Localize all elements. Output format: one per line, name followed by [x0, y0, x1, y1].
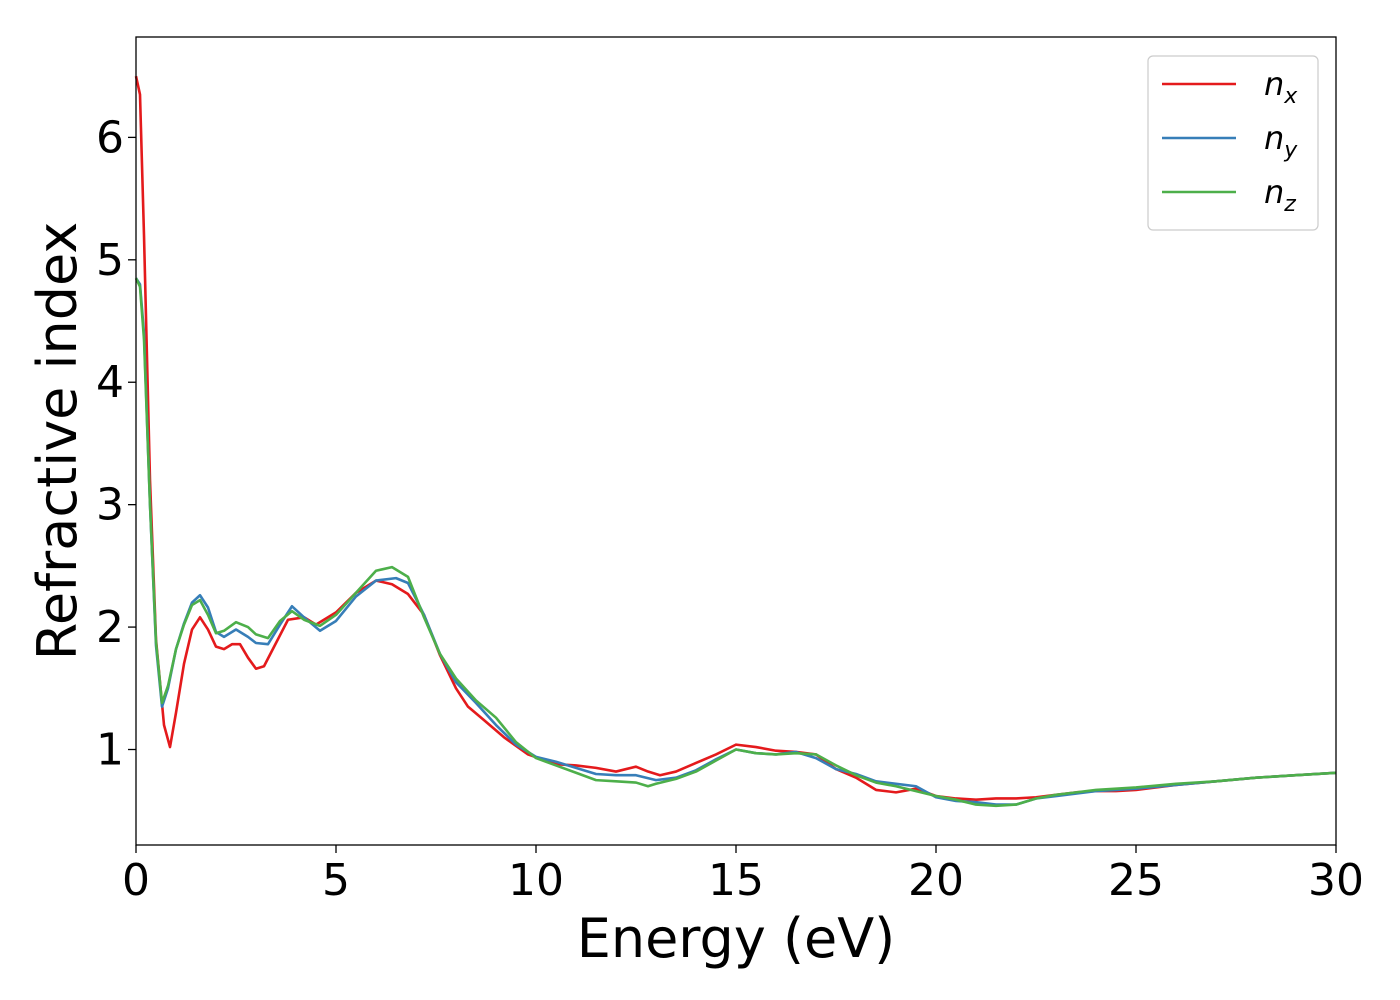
x-tick-label: 20: [908, 855, 964, 906]
series-line-nz: [134, 277, 1337, 808]
x-tick-label: 10: [508, 855, 564, 906]
legend-label-ny: ny: [1264, 119, 1298, 163]
x-tick-label: 15: [708, 855, 764, 906]
x-axis: 0 5 10 15 20 25 30: [122, 845, 1364, 906]
plot-area: [136, 37, 1336, 845]
y-tick-label: 2: [96, 602, 124, 653]
legend-label-nz: nz: [1264, 173, 1296, 217]
legend-box: [1147, 55, 1319, 231]
y-axis-title: Refractive index: [26, 222, 89, 661]
x-tick-label: 30: [1308, 855, 1364, 906]
x-tick-label: 5: [322, 855, 350, 906]
series-group: [134, 75, 1337, 808]
y-axis: 1 2 3 4 5 6: [96, 112, 136, 776]
y-tick-label: 1: [96, 725, 124, 776]
y-tick-label: 6: [96, 112, 124, 163]
x-tick-label: 25: [1108, 855, 1164, 906]
x-tick-label: 0: [122, 855, 150, 906]
y-tick-label: 4: [96, 357, 124, 408]
y-tick-label: 3: [96, 480, 124, 531]
legend-label-nx: nx: [1264, 65, 1298, 109]
legend: nx ny nz: [1147, 55, 1319, 231]
y-tick-label: 5: [96, 235, 124, 286]
x-axis-title: Energy (eV): [577, 907, 896, 970]
